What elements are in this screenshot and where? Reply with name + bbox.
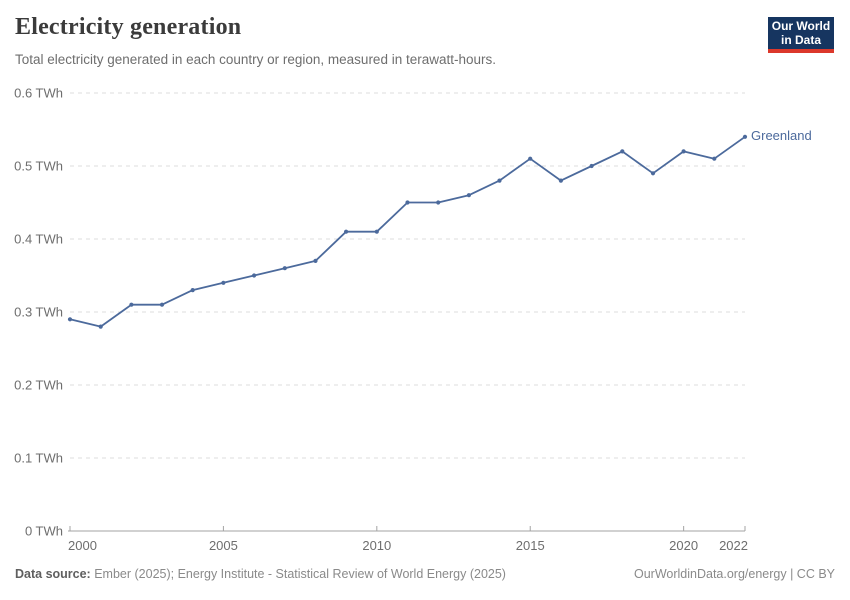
y-axis-tick-label: 0 TWh: [25, 524, 63, 539]
data-point: [497, 178, 502, 183]
data-source-note: Data source: Ember (2025); Energy Instit…: [15, 567, 506, 581]
data-point: [221, 280, 226, 285]
credit-link[interactable]: OurWorldinData.org/energy | CC BY: [633, 567, 835, 581]
data-point: [129, 302, 134, 307]
data-point: [374, 229, 379, 234]
data-point: [712, 156, 717, 161]
data-point: [190, 288, 195, 293]
x-axis-tick-label: 2015: [516, 538, 545, 553]
data-point: [159, 302, 165, 307]
series-label-greenland: Greenland: [751, 128, 812, 143]
y-axis-tick-label: 0.3 TWh: [14, 305, 63, 320]
x-axis-tick-label: 2022: [719, 538, 748, 553]
y-axis-tick-label: 0.1 TWh: [14, 451, 63, 466]
data-point: [528, 156, 533, 161]
data-point: [466, 193, 471, 198]
data-point: [742, 134, 748, 139]
owid-logo-text-line1: Our World: [771, 18, 831, 33]
y-axis-tick-label: 0.6 TWh: [14, 86, 63, 101]
y-axis-tick-label: 0.4 TWh: [14, 232, 63, 247]
owid-logo[interactable]: Our World in Data: [768, 17, 834, 53]
y-axis-tick-label: 0.5 TWh: [14, 159, 63, 174]
data-source-text: Ember (2025); Energy Institute - Statist…: [94, 567, 506, 581]
data-point: [405, 200, 410, 205]
data-point: [98, 324, 103, 329]
x-axis-tick-label: 2010: [362, 538, 391, 553]
data-line-greenland: [69, 135, 746, 328]
data-point: [67, 317, 73, 322]
chart-subtitle: Total electricity generated in each coun…: [15, 52, 496, 67]
data-point: [436, 200, 441, 205]
data-source-label: Data source:: [15, 567, 91, 581]
x-axis-tick-label: 2005: [209, 538, 238, 553]
data-point: [558, 178, 564, 183]
data-point: [313, 258, 318, 263]
chart-footer: Data source: Ember (2025); Energy Instit…: [15, 567, 835, 581]
data-point: [650, 171, 656, 176]
owid-logo-text-line2: in Data: [780, 33, 821, 47]
data-point: [620, 149, 625, 154]
data-point: [589, 163, 594, 169]
data-point: [681, 149, 686, 154]
x-axis-tick-label: 2020: [669, 538, 698, 553]
data-point: [344, 229, 349, 234]
page-title: Electricity generation: [15, 14, 242, 40]
x-axis-tick-label: 2000: [68, 538, 97, 553]
data-point: [282, 266, 287, 271]
y-axis-tick-label: 0.2 TWh: [14, 378, 63, 393]
data-point: [252, 273, 257, 278]
